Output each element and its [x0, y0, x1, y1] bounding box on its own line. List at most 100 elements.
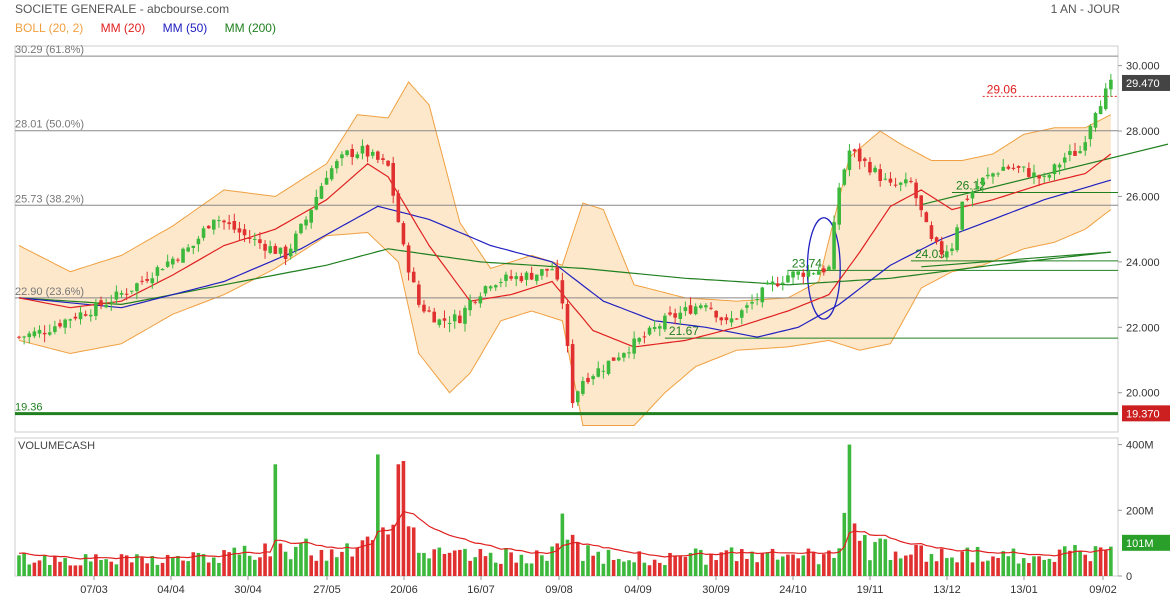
volume-bar	[504, 547, 508, 576]
volume-bar	[242, 545, 247, 576]
volume-bar	[714, 560, 718, 576]
volume-bar	[822, 554, 826, 576]
candle-body	[493, 285, 498, 288]
fibonacci-label: 28.01 (50.0%)	[15, 119, 84, 131]
volume-bar	[586, 545, 590, 576]
volume-bar	[652, 559, 657, 576]
candle-body	[1109, 79, 1113, 90]
candle-body	[719, 317, 724, 321]
candle-body	[606, 360, 611, 374]
volume-bar	[529, 563, 534, 576]
price-tick-label: 22.000	[1126, 322, 1160, 334]
volume-bar	[678, 555, 683, 576]
candle-body	[775, 283, 780, 287]
volume-bar	[914, 544, 918, 576]
candle-body	[242, 229, 247, 236]
candle-body	[140, 280, 144, 282]
volume-bar	[704, 564, 708, 576]
volume-bar	[739, 549, 744, 576]
candle-body	[468, 300, 472, 311]
volume-bar	[734, 561, 739, 576]
candle-body	[888, 178, 893, 183]
volume-bar	[468, 560, 472, 576]
candle-body	[575, 391, 580, 403]
candle-body	[1062, 157, 1067, 163]
x-tick-label: 07/03	[80, 584, 108, 596]
volume-bar	[637, 551, 642, 576]
candle-body	[652, 326, 657, 330]
candle-body	[160, 268, 165, 271]
volume-bar	[960, 551, 965, 576]
candle-body	[1073, 150, 1077, 156]
volume-bar	[294, 546, 298, 576]
volume-bar	[201, 554, 206, 576]
volume-bar	[970, 562, 975, 576]
candle-body	[755, 299, 759, 301]
volume-bar	[1083, 554, 1088, 576]
candle-body	[642, 336, 647, 338]
volume-bar	[206, 562, 211, 576]
volume-tick-label: 200M	[1126, 505, 1154, 517]
candle-body	[611, 357, 616, 361]
candle-body	[709, 307, 713, 309]
candle-body	[376, 151, 380, 160]
candle-body	[401, 223, 406, 245]
volume-bar	[150, 556, 155, 576]
legend-mm200: MM (200)	[224, 21, 276, 35]
volume-bar	[683, 556, 688, 576]
candle-body	[750, 301, 754, 304]
volume-bar	[314, 560, 319, 576]
volume-bar	[965, 547, 970, 576]
candle-body	[991, 173, 995, 177]
mm20-line	[18, 153, 1112, 348]
candle-body	[411, 271, 416, 283]
volume-bar	[668, 552, 672, 576]
candle-body	[519, 276, 524, 282]
candle-body	[986, 174, 990, 177]
candle-body	[288, 248, 293, 257]
price-panel-frame	[14, 45, 1119, 433]
candle-body	[294, 233, 298, 251]
candle-body	[473, 301, 478, 303]
candle-body	[329, 168, 334, 180]
volume-bar	[857, 540, 862, 576]
candle-body	[873, 167, 877, 173]
candle-body	[586, 377, 590, 383]
candle-body	[27, 333, 32, 338]
volume-bar	[934, 561, 939, 576]
volume-bar	[1047, 558, 1052, 576]
volume-bar	[114, 564, 119, 576]
volume-bar	[1093, 546, 1098, 576]
volume-bar	[222, 550, 226, 576]
volume-bar	[663, 565, 667, 576]
volume-bar	[47, 564, 52, 576]
candle-body	[370, 151, 375, 156]
candle-body	[857, 148, 862, 162]
candle-body	[206, 225, 211, 229]
volume-bar	[401, 461, 406, 576]
volume-bar	[345, 543, 349, 576]
candle-body	[53, 326, 57, 332]
candle-body	[781, 282, 785, 284]
volume-bar	[104, 559, 108, 576]
candle-body	[1083, 142, 1088, 151]
volume-bar	[447, 552, 452, 576]
candle-body	[509, 276, 513, 279]
candle-body	[734, 318, 739, 320]
volume-bar	[693, 548, 698, 576]
volume-bar	[176, 555, 180, 576]
candle-body	[17, 336, 21, 338]
candle-body	[565, 303, 570, 347]
x-tick-label: 30/04	[234, 584, 262, 596]
candle-body	[345, 150, 349, 156]
volume-bar	[483, 556, 488, 576]
candle-body	[683, 307, 688, 312]
candle-body	[698, 305, 703, 309]
volume-bar	[924, 561, 929, 576]
volume-title: VOLUMECASH	[18, 440, 96, 452]
candle-body	[114, 291, 119, 300]
volume-bar	[42, 555, 47, 576]
volume-bar	[140, 557, 144, 576]
volume-bar	[1062, 546, 1067, 576]
candle-body	[514, 276, 519, 280]
